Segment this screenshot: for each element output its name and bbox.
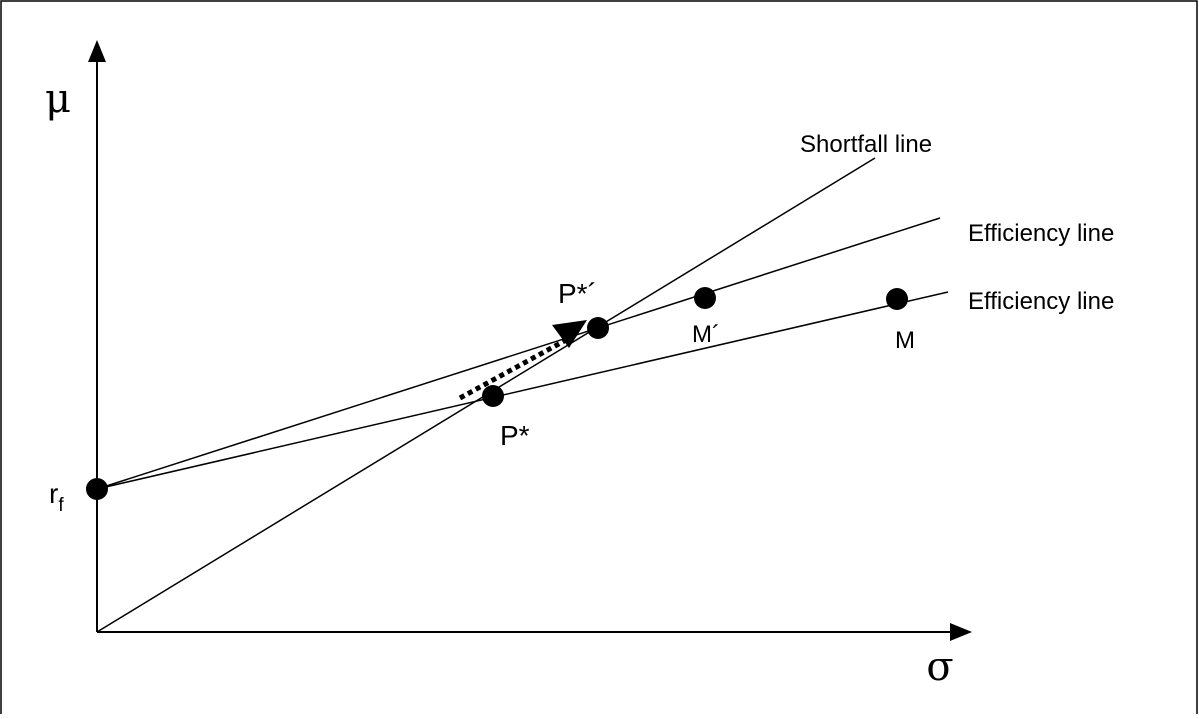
point-rf — [86, 478, 108, 500]
rf-label-main: r — [49, 478, 58, 509]
shortfall-line-label: Shortfall line — [800, 131, 932, 158]
shift-arrowhead — [552, 320, 587, 348]
point-m-prime — [694, 287, 716, 309]
rf-label-subscript: f — [58, 495, 64, 516]
efficiency-line-upper — [96, 217, 941, 490]
point-m — [886, 288, 908, 310]
point-p-star-prime — [587, 317, 609, 339]
efficiency-line-upper-label: Efficiency line — [968, 220, 1114, 247]
m-prime-label: M´ — [692, 321, 720, 348]
x-axis-arrowhead — [950, 623, 972, 641]
efficiency-line-lower — [96, 291, 949, 490]
y-axis-arrowhead — [88, 40, 106, 62]
shift-arrow-dotted — [458, 337, 568, 401]
efficiency-line-lower-label: Efficiency line — [968, 288, 1114, 315]
rf-label: rf — [49, 478, 64, 516]
p-star-label: P* — [500, 420, 530, 451]
point-p-star — [482, 385, 504, 407]
y-axis-symbol: μ — [45, 76, 71, 122]
m-label: M — [895, 327, 915, 354]
p-star-prime-label: P*´ — [558, 278, 597, 309]
x-axis-symbol: σ — [926, 644, 953, 690]
